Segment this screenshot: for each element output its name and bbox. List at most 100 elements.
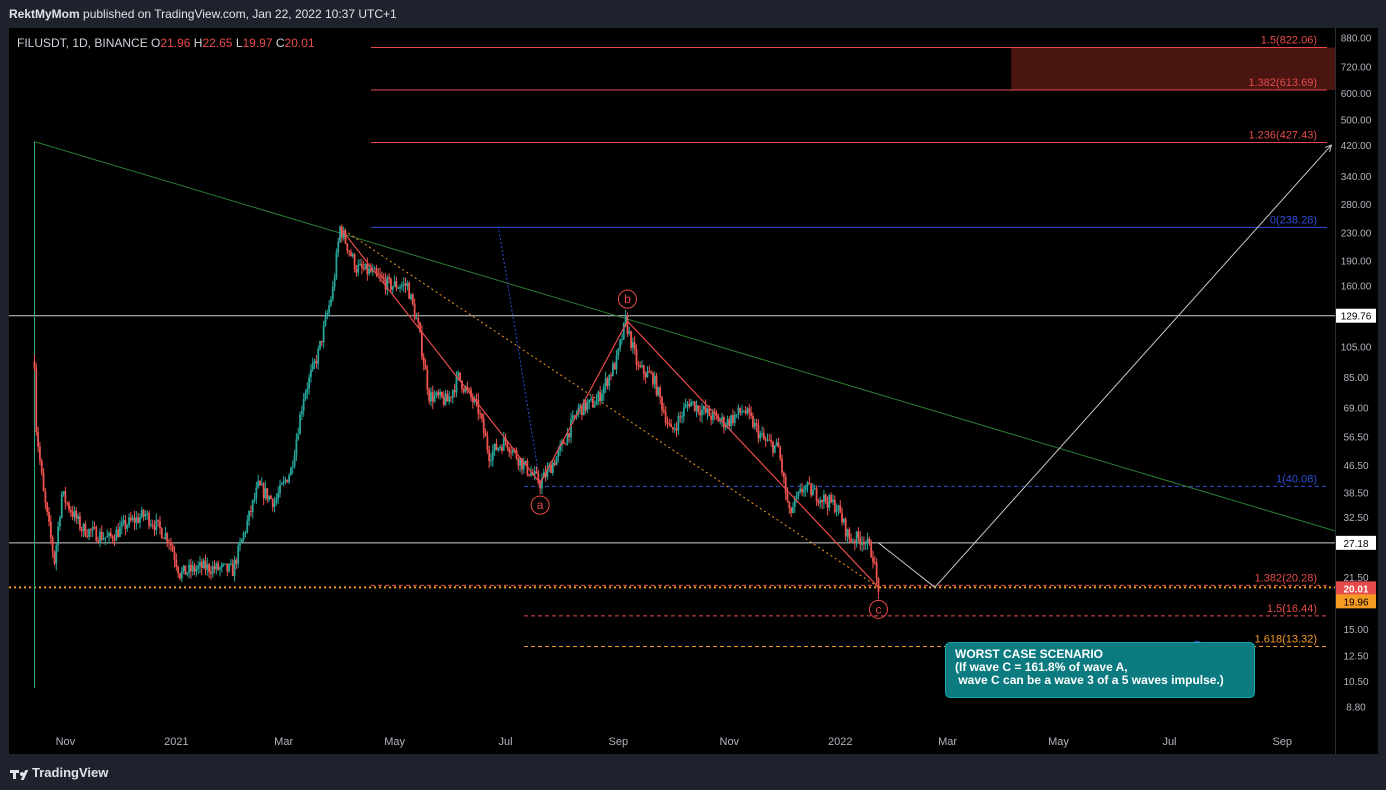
candle-body xyxy=(188,564,190,573)
candle-body xyxy=(721,416,723,421)
candle-body xyxy=(373,268,376,270)
candle-body xyxy=(562,441,565,444)
price-axis-tick-label: 69.00 xyxy=(1343,403,1368,414)
candle-body xyxy=(599,391,602,401)
candle-body xyxy=(499,446,502,448)
candle-body xyxy=(86,536,89,538)
candle-body xyxy=(581,405,583,416)
candle-body xyxy=(804,486,807,491)
candle-body xyxy=(506,441,509,449)
candle-body xyxy=(346,243,349,251)
candle-body xyxy=(568,432,571,438)
candle-body xyxy=(664,411,667,423)
candle-body xyxy=(462,389,465,392)
price-axis-tick-label: 280.00 xyxy=(1341,200,1372,211)
candle-body xyxy=(617,348,620,356)
candle-body xyxy=(493,443,496,451)
candle-body xyxy=(322,325,325,343)
candle-body xyxy=(66,502,69,504)
candle-body xyxy=(62,491,65,495)
candle-body xyxy=(737,407,740,415)
candle-body xyxy=(177,567,180,574)
candle-body xyxy=(724,426,727,428)
candle-body xyxy=(739,407,742,413)
candle-body xyxy=(233,559,236,576)
descending-trendline xyxy=(34,141,1336,532)
candle-body xyxy=(230,563,232,565)
candle-body xyxy=(408,283,411,299)
candle-body xyxy=(464,386,467,392)
price-axis-tick-label: 500.00 xyxy=(1341,116,1372,127)
candle-body xyxy=(853,540,856,543)
candle-body xyxy=(264,488,267,499)
candle-body xyxy=(695,405,698,412)
candle-body xyxy=(200,562,203,569)
candle-body xyxy=(393,281,396,287)
candle-body xyxy=(722,416,725,428)
candle-body xyxy=(435,392,438,396)
candle-body xyxy=(861,541,863,545)
candle-body xyxy=(741,411,743,413)
candle-body xyxy=(775,442,778,446)
legend-low-label: L xyxy=(235,36,243,50)
candle-body xyxy=(246,520,249,533)
publisher-line: RektMyMom published on TradingView.com, … xyxy=(9,7,397,21)
candle-body xyxy=(315,360,318,364)
price-axis[interactable]: 880.00 720.00 600.00 500.00 420.00 340.00 280.… xyxy=(1335,28,1378,754)
candle-body xyxy=(277,493,280,499)
candle-body xyxy=(339,226,341,242)
candle-body xyxy=(757,425,760,439)
candle-body xyxy=(186,572,189,575)
candle-body xyxy=(682,407,685,417)
candle-body xyxy=(484,432,487,437)
candle-body xyxy=(319,340,321,350)
chart-canvas[interactable]: 1.5(822.06) 1.382(613.69) 1.236(427.43) 0(2… xyxy=(9,28,1336,754)
candle-body xyxy=(215,563,218,570)
candle-body xyxy=(782,472,785,478)
chart-pane[interactable]: 1.5(822.06) 1.382(613.69) 1.236(427.43) 0(2… xyxy=(9,28,1336,754)
candle-body xyxy=(137,517,140,523)
candle-body xyxy=(115,529,118,541)
candle-body xyxy=(255,487,258,499)
candle-body xyxy=(210,572,212,574)
candle-body xyxy=(628,331,631,334)
candle-body xyxy=(777,442,780,448)
candle-body xyxy=(117,529,120,537)
candle-body xyxy=(824,494,827,502)
candle-body xyxy=(546,468,549,477)
tradingview-logo[interactable]: TradingView xyxy=(10,765,108,780)
candle-body xyxy=(77,516,80,519)
worst-case-callout[interactable]: WORST CASE SCENARIO (If wave C = 161.8% … xyxy=(945,642,1255,698)
author-name[interactable]: RektMyMom xyxy=(9,7,80,21)
price-axis-canvas[interactable]: 880.00 720.00 600.00 500.00 420.00 340.00 280.… xyxy=(1336,28,1378,754)
candle-body xyxy=(784,477,787,494)
candle-body xyxy=(672,427,674,430)
candle-body xyxy=(142,510,145,517)
candle-body xyxy=(522,462,525,470)
candle-body xyxy=(169,542,172,546)
candle-body xyxy=(702,406,705,410)
candle-body xyxy=(766,439,769,441)
candle-body xyxy=(262,483,265,499)
legend-symbol[interactable]: FILUSDT, 1D, BINANCE xyxy=(17,36,148,50)
candle-body xyxy=(633,342,636,350)
candle-body xyxy=(792,507,794,513)
candle-body xyxy=(284,479,287,481)
candle-body xyxy=(55,545,58,564)
candle-body xyxy=(237,545,240,564)
candle-body xyxy=(291,466,294,468)
candle-body xyxy=(733,414,736,423)
candle-body xyxy=(830,495,833,502)
candle-body xyxy=(97,541,100,543)
candle-body xyxy=(535,471,538,473)
candle-body xyxy=(679,416,682,418)
blue-dotted-line xyxy=(497,226,541,484)
legend-high: 22.65 xyxy=(202,36,233,50)
candle-body xyxy=(306,388,309,393)
candle-body xyxy=(279,484,281,494)
price-axis-badge xyxy=(1336,308,1376,323)
candle-body xyxy=(299,414,301,435)
fib-level-label: 0(238.28) xyxy=(1270,214,1317,226)
candle-body xyxy=(790,508,793,513)
candle-body xyxy=(842,518,845,523)
